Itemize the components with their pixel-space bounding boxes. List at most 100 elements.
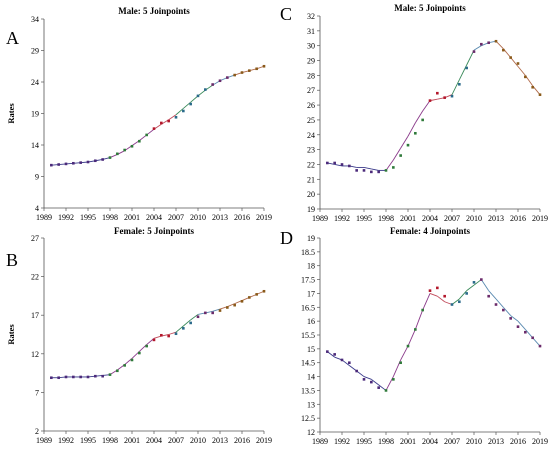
data-point: [94, 159, 97, 163]
data-point: [524, 330, 527, 334]
data-point: [392, 166, 395, 169]
data-point: [392, 378, 395, 381]
x-tick-label: 2007: [168, 436, 184, 445]
y-tick-label: 19: [31, 110, 39, 119]
y-tick-label: 29: [31, 47, 39, 56]
y-tick-label: 27: [307, 86, 315, 95]
x-tick-label: 2001: [124, 213, 140, 222]
data-point: [218, 79, 222, 83]
data-point: [450, 94, 454, 98]
chart-panel-c: 19 20 21 22 23 24 25 26 27 28 29 30 31 32 1989 1992 1995…: [280, 3, 548, 223]
data-point: [240, 300, 244, 303]
trend-segment: [437, 295, 445, 303]
data-point: [50, 163, 53, 167]
y-tick-label: 27: [31, 234, 39, 243]
data-point: [204, 311, 207, 315]
y-tick-label: 14.5: [301, 359, 315, 368]
y-tick-label: 24: [31, 78, 39, 87]
data-point: [189, 321, 192, 325]
x-tick-label: 2007: [168, 213, 184, 222]
trend-segment: [168, 114, 177, 121]
data-point: [494, 303, 498, 306]
y-tick-label: 13: [307, 400, 315, 409]
x-tick-label: 1998: [378, 214, 394, 223]
x-tick-label: 2016: [510, 214, 526, 223]
data-point: [399, 361, 402, 365]
y-tick-label: 20: [307, 190, 315, 199]
x-tick-label: 1992: [58, 436, 74, 445]
data-point: [509, 317, 512, 320]
y-tick-label: 17: [31, 311, 39, 320]
trend-segment: [175, 108, 184, 116]
trend-segment: [451, 79, 460, 95]
data-point: [108, 373, 112, 376]
data-point: [116, 152, 119, 156]
y-tick-label: 17.5: [301, 276, 315, 285]
y-tick-label: 26: [307, 101, 315, 110]
data-point: [152, 127, 156, 130]
y-tick-label: 29: [307, 57, 315, 66]
data-point: [226, 306, 229, 309]
y-tick-label: 23: [307, 146, 315, 155]
data-point: [377, 170, 380, 174]
panel-letter: A: [6, 28, 19, 48]
data-point: [248, 296, 251, 299]
data-point: [326, 350, 329, 353]
data-point: [262, 289, 266, 293]
trend-segment: [414, 309, 424, 330]
x-tick-label: 2019: [256, 213, 272, 222]
trend-segment: [400, 345, 409, 361]
y-axis-label: Rates: [6, 103, 16, 124]
y-tick-label: 34: [31, 15, 39, 24]
data-point: [472, 281, 476, 284]
x-tick-label: 2019: [256, 436, 272, 445]
y-tick-label: 21: [307, 175, 315, 184]
trend-segment: [422, 293, 431, 311]
x-tick-label: 1995: [80, 213, 96, 222]
chart-title: Male: 5 Joinpoints: [118, 6, 190, 16]
data-point: [487, 41, 490, 45]
data-point: [362, 378, 366, 381]
chart-panel-d: 12 12.5 13 13.5 14 14.5 15 15.5 16 16.5 17 17.5 18 18…: [280, 226, 548, 446]
data-point: [516, 325, 520, 328]
data-point: [333, 161, 336, 165]
y-tick-label: 12: [307, 428, 315, 437]
data-point: [443, 294, 446, 298]
data-point: [340, 358, 344, 362]
data-point: [355, 169, 358, 172]
x-tick-label: 1989: [312, 214, 328, 223]
x-tick-label: 2016: [234, 436, 250, 445]
trend-segment: [414, 110, 424, 124]
x-tick-label: 2013: [212, 436, 228, 445]
data-point: [480, 278, 483, 281]
y-tick-label: 15.5: [301, 331, 315, 340]
data-point: [50, 376, 53, 380]
data-point: [211, 83, 214, 86]
y-tick-label: 15: [307, 345, 315, 354]
data-point: [531, 85, 534, 89]
x-tick-label: 2004: [146, 213, 162, 222]
trend-segment: [517, 66, 526, 76]
trend-segment: [495, 298, 504, 308]
y-tick-label: 32: [307, 12, 315, 21]
x-tick-label: 2001: [124, 436, 140, 445]
panel-letter: D: [280, 228, 293, 248]
trend-segment: [392, 147, 402, 161]
y-tick-label: 17: [307, 289, 315, 298]
data-point: [472, 50, 476, 53]
data-point: [326, 161, 329, 165]
data-point: [370, 170, 373, 174]
trend-segment: [183, 319, 191, 327]
trend-segment: [407, 329, 416, 347]
x-tick-label: 1995: [80, 436, 96, 445]
data-point: [64, 162, 68, 166]
data-point: [465, 66, 468, 70]
data-point: [130, 358, 134, 362]
data-point: [248, 69, 251, 72]
y-tick-label: 25: [307, 116, 315, 125]
data-point: [233, 303, 236, 307]
y-tick-label: 12: [31, 350, 39, 359]
x-tick-label: 1989: [36, 213, 52, 222]
chart-title: Male: 5 Joinpoints: [394, 3, 466, 13]
